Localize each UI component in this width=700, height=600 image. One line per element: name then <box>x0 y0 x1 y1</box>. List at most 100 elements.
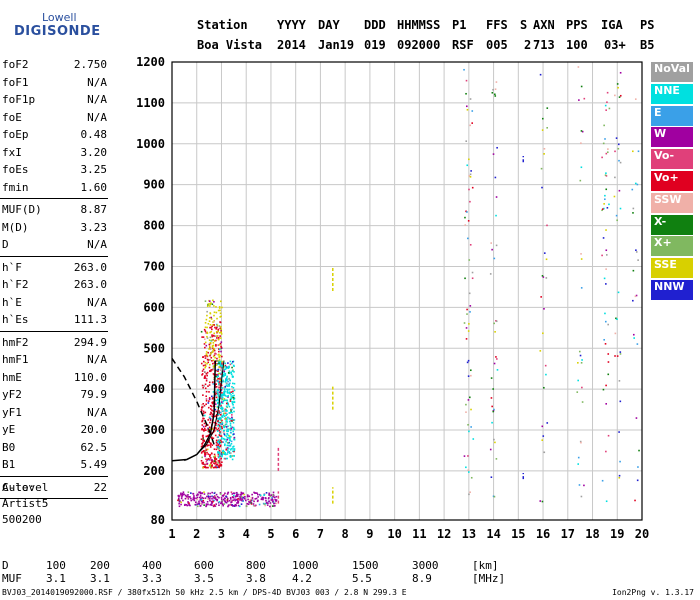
legend-item: NNE <box>651 83 693 104</box>
echo-point <box>222 407 224 410</box>
legend-item: SSE <box>651 258 693 279</box>
echo-point <box>212 349 215 352</box>
header-row1-cell: DAY <box>318 18 340 32</box>
echo-point <box>245 505 248 508</box>
echo-point <box>221 371 223 373</box>
echo-point <box>616 355 619 357</box>
header-row1-cell: P1 <box>452 18 467 32</box>
echo-point <box>211 460 214 463</box>
echo-point <box>182 494 184 496</box>
echo-point <box>216 363 219 366</box>
echo-point <box>230 426 232 428</box>
param-row: B1 5.49 <box>0 456 112 474</box>
echo-point <box>541 129 544 131</box>
echo-point <box>206 310 208 313</box>
echo-point <box>469 305 472 307</box>
echo-point <box>215 424 217 426</box>
param-value: 0.48 <box>80 128 108 141</box>
echo-point <box>603 124 605 127</box>
echo-point <box>206 495 208 498</box>
echo-point <box>619 207 622 210</box>
echo-point <box>212 362 214 365</box>
echo-point <box>226 420 228 422</box>
echo-point <box>224 444 226 447</box>
echo-point <box>546 107 549 109</box>
echo-point <box>580 495 583 498</box>
echo-point <box>465 466 467 469</box>
echo-point <box>219 492 222 494</box>
echo-point <box>491 91 494 94</box>
echo-point <box>224 500 227 503</box>
echo-point <box>208 339 211 341</box>
echo-point <box>241 499 243 502</box>
echo-point <box>216 379 219 382</box>
echo-point <box>604 174 607 176</box>
echo-point <box>211 504 213 506</box>
echo-point <box>608 107 611 110</box>
auto-line3: 500200 <box>2 513 42 526</box>
echo-point <box>601 254 603 257</box>
echo-point <box>232 426 235 429</box>
echo-point <box>210 326 212 329</box>
echo-point <box>605 450 607 453</box>
echo-point <box>211 303 214 306</box>
echo-point <box>264 504 266 507</box>
echo-point <box>252 504 255 507</box>
echo-point <box>231 426 233 429</box>
echo-point <box>207 427 209 430</box>
echo-point <box>219 312 222 315</box>
echo-point <box>226 447 229 449</box>
echo-point <box>224 385 227 388</box>
echo-point <box>219 372 222 375</box>
echo-point <box>223 412 226 415</box>
echo-point <box>251 493 253 496</box>
echo-point <box>220 496 223 499</box>
echo-point <box>177 497 180 500</box>
echo-point <box>199 495 202 497</box>
echo-point <box>195 494 198 497</box>
echo-point <box>618 474 621 477</box>
echo-point <box>604 320 607 323</box>
echo-point <box>252 499 255 501</box>
echo-point <box>614 355 616 357</box>
echo-point <box>638 449 640 452</box>
echo-point <box>228 417 231 420</box>
echo-point <box>206 335 208 338</box>
echo-point <box>219 347 222 350</box>
echo-point <box>200 503 203 505</box>
echo-point <box>490 397 493 399</box>
echo-point <box>601 209 603 212</box>
echo-point <box>232 397 235 399</box>
echo-point <box>218 307 221 309</box>
echo-point <box>227 447 230 450</box>
echo-point <box>221 364 223 367</box>
echo-point <box>202 410 205 413</box>
echo-point <box>219 316 221 318</box>
param-name: hmF1 <box>2 353 29 366</box>
echo-point <box>467 359 470 362</box>
echo-point <box>197 493 199 495</box>
echo-point <box>210 339 213 342</box>
echo-point <box>223 426 225 428</box>
echo-point <box>579 354 582 357</box>
y-tick-label: 600 <box>143 300 165 314</box>
echo-point <box>272 495 274 498</box>
echo-point <box>232 430 235 433</box>
echo-point <box>218 386 220 389</box>
echo-point <box>465 92 467 95</box>
echo-point <box>205 403 207 406</box>
param-row: foF1 N/A <box>0 74 112 92</box>
echo-point <box>199 496 201 499</box>
echo-point <box>240 503 243 505</box>
echo-point <box>225 367 228 369</box>
echo-point <box>614 150 616 153</box>
echo-point <box>465 140 468 142</box>
echo-point <box>468 188 470 191</box>
echo-point <box>199 499 202 501</box>
x-tick-label: 16 <box>536 527 550 541</box>
echo-point <box>205 457 207 460</box>
echo-point <box>218 504 220 507</box>
x-tick-label: 20 <box>635 527 649 541</box>
echo-point <box>202 356 204 358</box>
echo-point <box>196 505 199 508</box>
